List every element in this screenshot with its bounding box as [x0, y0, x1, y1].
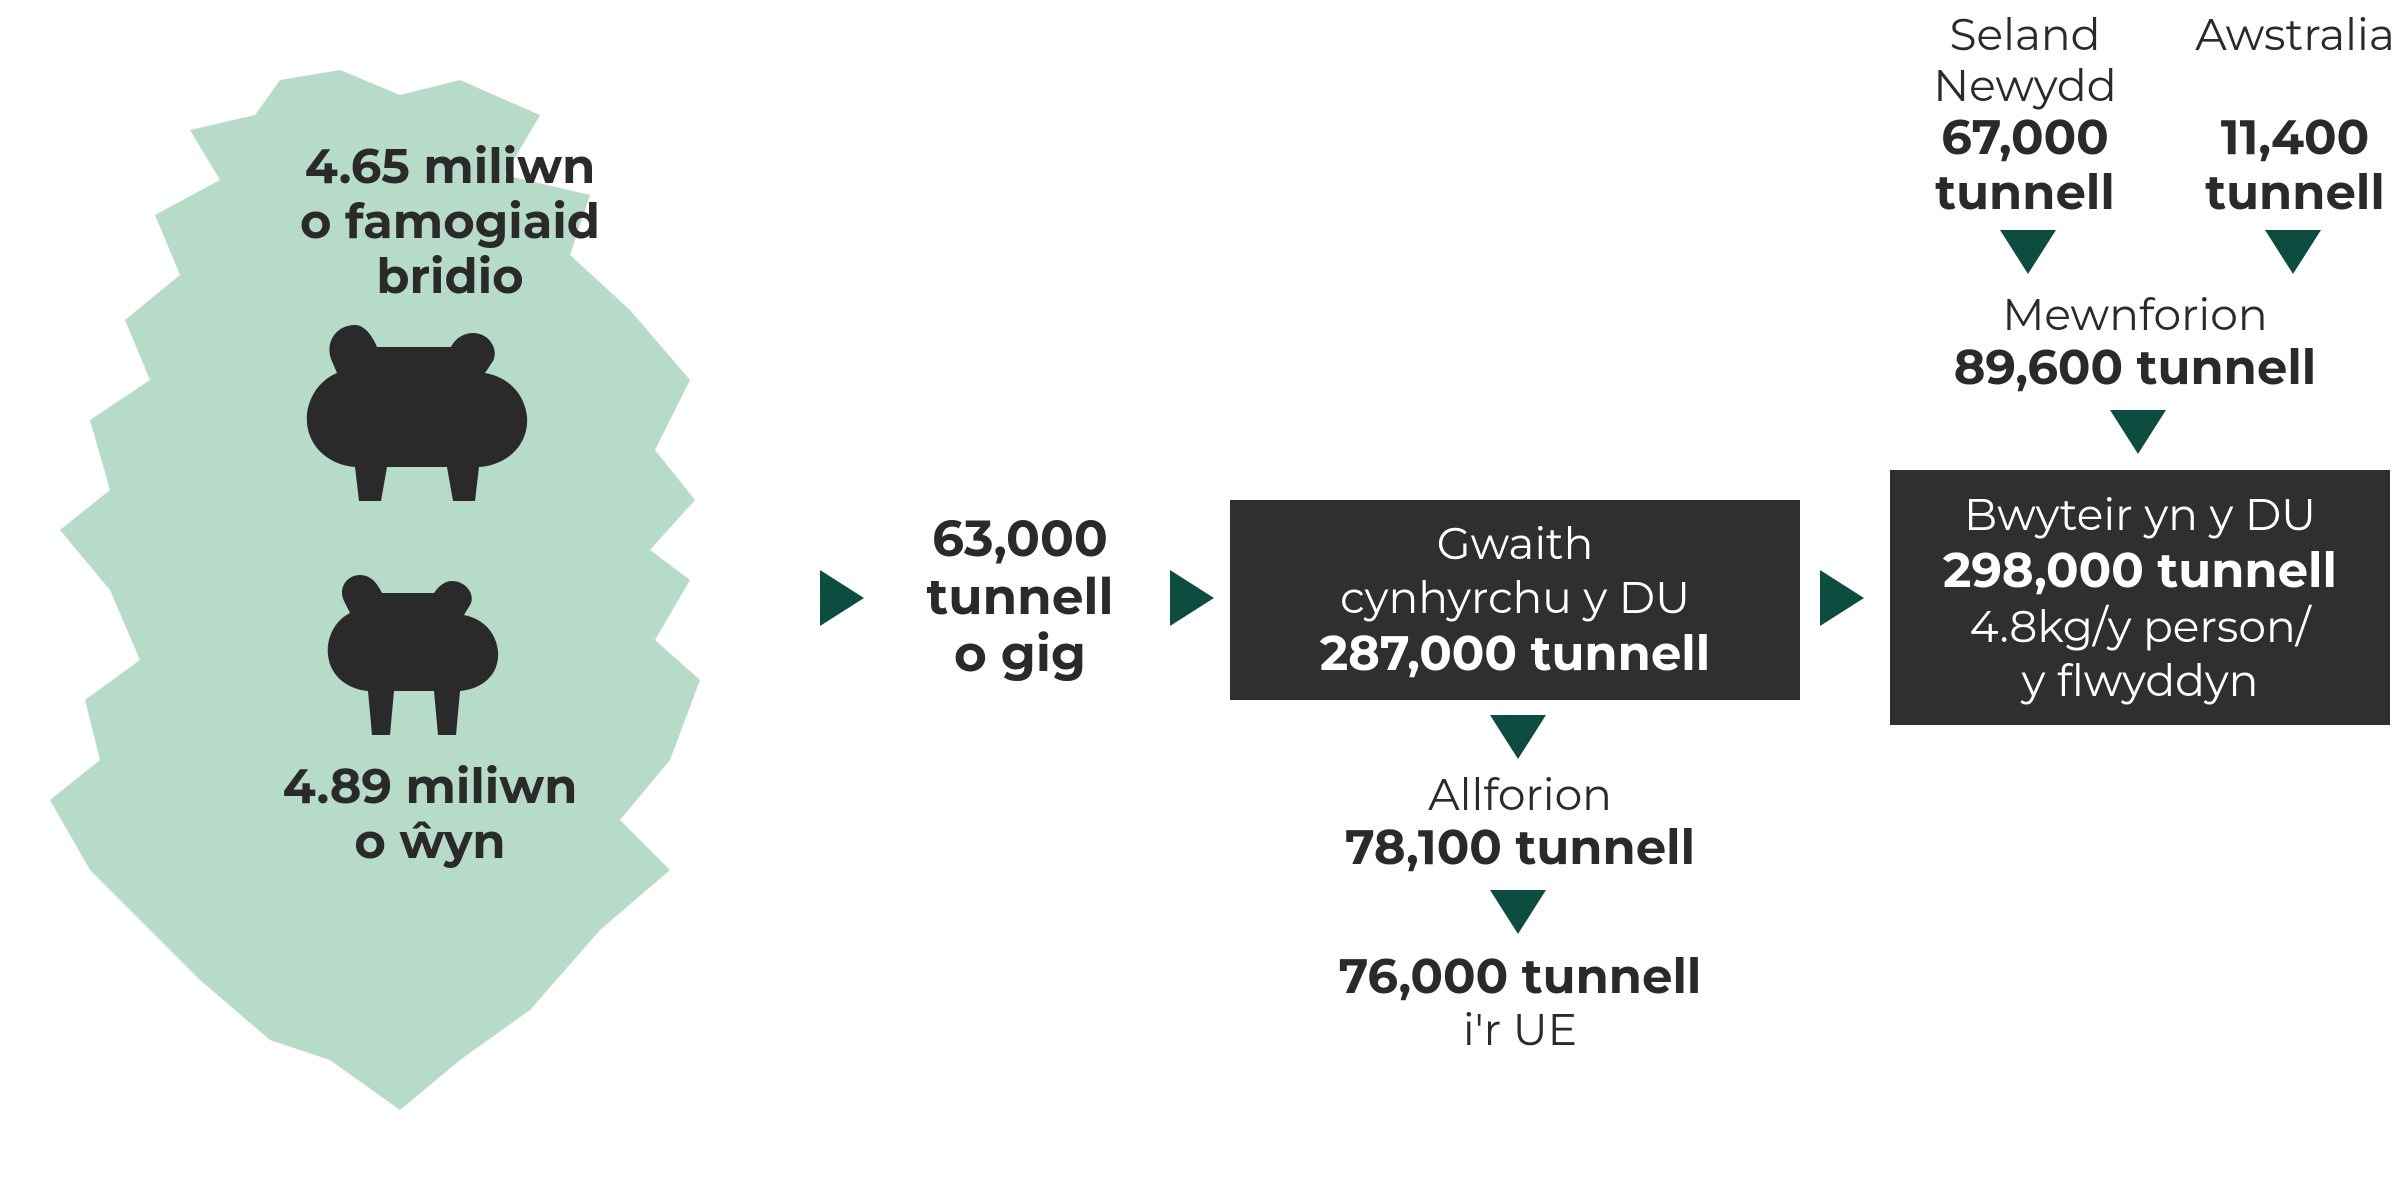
- lambs-label: 4.89 miliwn o ŵyn: [230, 760, 630, 870]
- uk-production-box: Gwaith cynhyrchu y DU 287,000 tunnell: [1230, 500, 1800, 700]
- uk-consumption-box: Bwyteir yn y DU 298,000 tunnell 4.8kg/y …: [1890, 470, 2390, 725]
- sheep-icon: [300, 300, 580, 510]
- arrow-au: [2265, 230, 2321, 274]
- exports-label: Allforion 78,100 tunnell: [1290, 770, 1750, 876]
- meat-output: 63,000 tunnell o gig: [880, 510, 1160, 683]
- arrow-4: [1490, 715, 1546, 759]
- imports-total: Mewnforion 89,600 tunnell: [1890, 290, 2380, 396]
- import-au: Awstralia 11,400 tunnell: [2175, 10, 2400, 221]
- lamb-icon: [320, 560, 530, 745]
- exports-eu-label: 76,000 tunnell i'r UE: [1290, 950, 1750, 1056]
- arrow-3: [1820, 570, 1864, 626]
- arrow-nz: [2000, 230, 2056, 274]
- arrow-2: [1170, 570, 1214, 626]
- import-nz: Seland Newydd 67,000 tunnell: [1880, 10, 2170, 222]
- arrow-imports: [2110, 410, 2166, 454]
- arrow-1: [820, 570, 864, 626]
- arrow-5: [1490, 890, 1546, 934]
- ewes-label: 4.65 miliwn o famogiaid bridio: [230, 140, 670, 306]
